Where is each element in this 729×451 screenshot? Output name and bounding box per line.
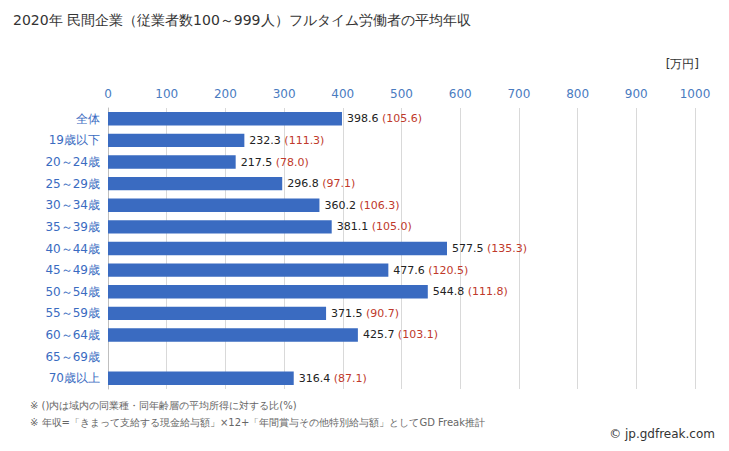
svg-text:(120.5): (120.5)	[425, 264, 469, 277]
svg-text:(105.6): (105.6)	[378, 112, 422, 125]
svg-text:(135.3): (135.3)	[483, 242, 527, 255]
svg-text:316.4: 316.4	[299, 372, 331, 385]
svg-text:25～29歳: 25～29歳	[45, 177, 100, 191]
svg-text:500: 500	[390, 87, 413, 101]
svg-text:30～34歳: 30～34歳	[45, 198, 100, 212]
svg-text:700: 700	[507, 87, 530, 101]
svg-text:577.5: 577.5	[452, 242, 484, 255]
svg-text:50～54歳: 50～54歳	[45, 285, 100, 299]
svg-text:(87.1): (87.1)	[330, 372, 367, 385]
svg-text:398.6: 398.6	[347, 112, 379, 125]
svg-text:100: 100	[155, 87, 178, 101]
svg-text:425.7: 425.7	[363, 328, 395, 341]
svg-text:(90.7): (90.7)	[363, 307, 400, 320]
svg-text:200: 200	[214, 87, 237, 101]
svg-text:300: 300	[273, 87, 296, 101]
svg-text:381.1: 381.1	[337, 220, 369, 233]
svg-text:296.8: 296.8	[287, 177, 319, 190]
svg-text:70歳以上: 70歳以上	[49, 371, 100, 385]
svg-text:※ ()内は域内の同業種・同年齢層の平均所得に対する比(%): ※ ()内は域内の同業種・同年齢層の平均所得に対する比(%)	[30, 400, 297, 411]
svg-text:全体: 全体	[76, 112, 100, 126]
svg-text:60～64歳: 60～64歳	[45, 328, 100, 342]
svg-text:(111.8): (111.8)	[464, 285, 508, 298]
svg-text:900: 900	[625, 87, 648, 101]
svg-text:[万円]: [万円]	[666, 57, 699, 71]
svg-text:2020年 民間企業（従業者数100～999人）フルタイム労: 2020年 民間企業（従業者数100～999人）フルタイム労働者の平均年収	[13, 12, 471, 28]
svg-text:55～59歳: 55～59歳	[45, 306, 100, 320]
svg-text:© jp.gdfreak.com: © jp.gdfreak.com	[609, 427, 715, 441]
svg-text:0: 0	[104, 87, 112, 101]
svg-text:19歳以下: 19歳以下	[49, 133, 100, 147]
svg-text:(97.1): (97.1)	[319, 177, 356, 190]
svg-text:600: 600	[449, 87, 472, 101]
svg-text:45～49歳: 45～49歳	[45, 263, 100, 277]
svg-text:217.5: 217.5	[241, 156, 272, 169]
svg-text:371.5: 371.5	[331, 307, 363, 320]
svg-text:(103.1): (103.1)	[394, 328, 438, 341]
svg-text:544.8: 544.8	[433, 285, 465, 298]
svg-text:232.3: 232.3	[249, 134, 281, 147]
svg-text:1000: 1000	[680, 87, 711, 101]
svg-text:20～24歳: 20～24歳	[45, 155, 100, 169]
svg-text:(105.0): (105.0)	[368, 220, 412, 233]
svg-text:360.2: 360.2	[324, 199, 356, 212]
svg-text:35～39歳: 35～39歳	[45, 220, 100, 234]
svg-text:(111.3): (111.3)	[281, 134, 325, 147]
svg-text:※ 年収=「きまって支給する現金給与額」×12+「年間賞与そ: ※ 年収=「きまって支給する現金給与額」×12+「年間賞与その他特別給与額」とし…	[30, 417, 485, 428]
svg-text:400: 400	[331, 87, 354, 101]
svg-text:477.6: 477.6	[393, 264, 425, 277]
svg-text:(78.0): (78.0)	[272, 156, 309, 169]
svg-text:(106.3): (106.3)	[356, 199, 400, 212]
svg-text:800: 800	[566, 87, 589, 101]
svg-text:65～69歳: 65～69歳	[45, 350, 100, 364]
svg-text:40～44歳: 40～44歳	[45, 242, 100, 256]
